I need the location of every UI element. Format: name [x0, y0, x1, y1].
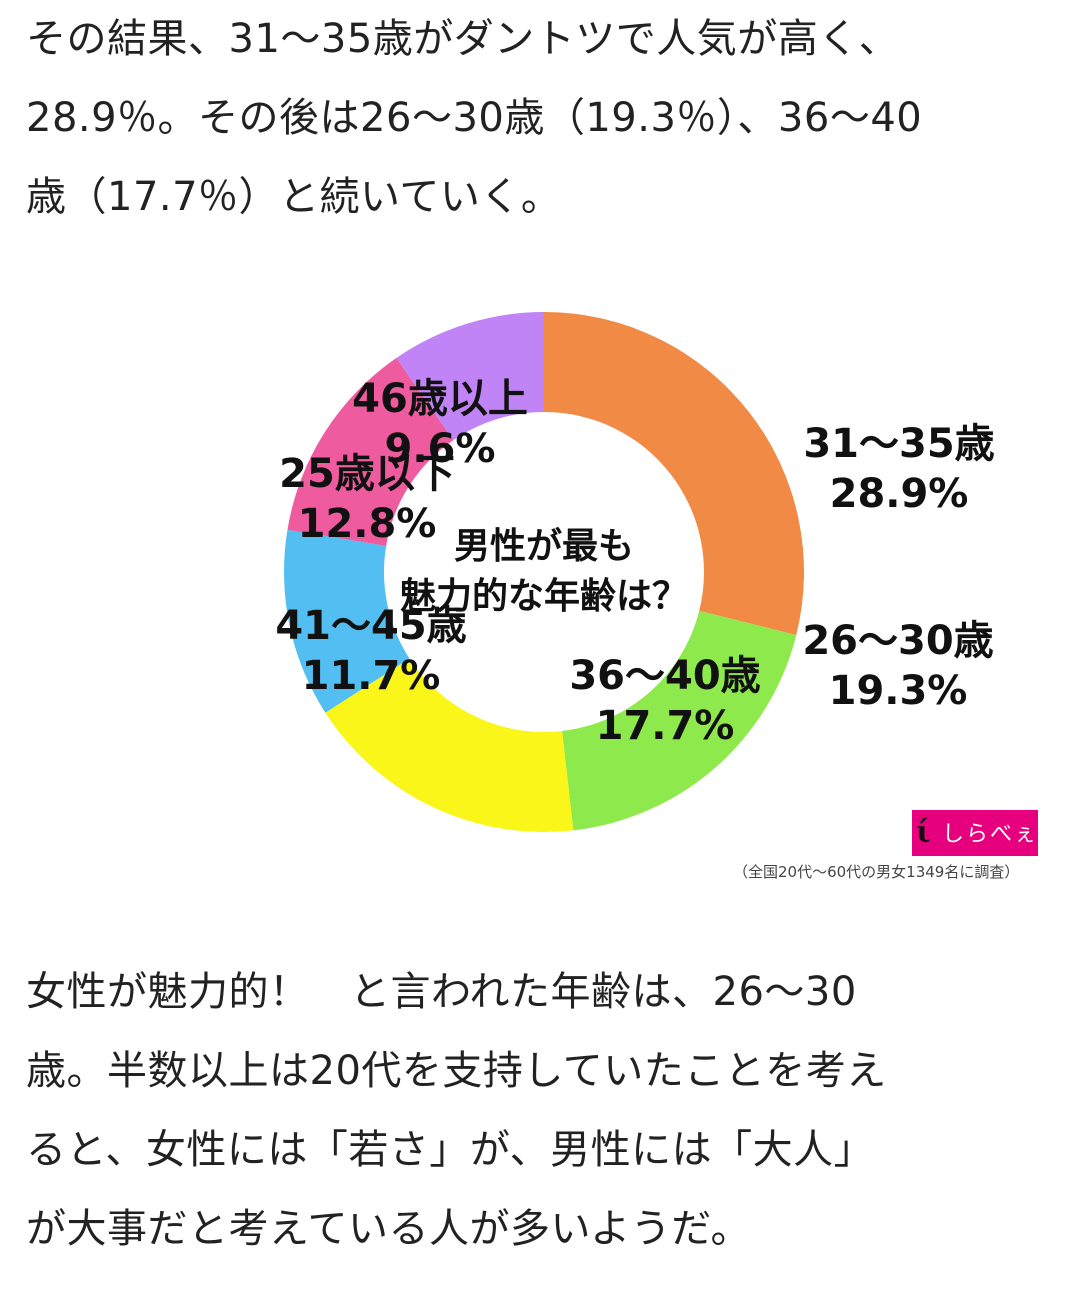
shirabee-logo: ί しらべぇ	[912, 810, 1038, 856]
donut-slice	[544, 312, 804, 636]
logo-mark-icon: ί	[916, 815, 931, 850]
intro-line: その結果、31〜35歳がダントツで人気が高く、	[26, 16, 900, 62]
slice-value-label: 11.7%	[302, 653, 441, 699]
slice-category-label: 31〜35歳	[803, 421, 994, 467]
donut-slice	[325, 658, 574, 832]
slice-category-label: 25歳以下	[279, 451, 455, 497]
intro-paragraph: その結果、31〜35歳がダントツで人気が高く、 28.9％。その後は26〜30歳…	[26, 0, 1056, 237]
slice-value-label: 28.9%	[830, 471, 969, 517]
chart-figure: 31〜35歳 28.9% 26〜30歳 19.3% 36〜40歳 17.7% 41〜45歳 1…	[150, 290, 1050, 890]
slice-value-label: 9.6%	[385, 426, 496, 472]
donut-slice	[284, 529, 410, 713]
donut-slice	[396, 312, 544, 441]
slice-category-label: 41〜45歳	[275, 603, 466, 649]
chart-title-line: 男性が最も	[454, 526, 634, 567]
chart-title-line: 魅力的な年齢は？	[400, 576, 688, 617]
slice-value-label: 17.7%	[596, 703, 735, 749]
intro-line: 28.9％。その後は26〜30歳（19.3％）、36〜40	[26, 95, 923, 141]
source-note: （全国20代〜60代の男女1349名に調査）	[733, 863, 1020, 881]
slice-value-label: 19.3%	[829, 668, 968, 714]
donut-chart: 31〜35歳28.9%26〜30歳19.3%36〜40歳17.7%41〜45歳1…	[275, 312, 995, 832]
closing-paragraph: 女性が魅力的！ と言われた年齢は、26〜30 歳。半数以上は20代を支持していた…	[26, 953, 1056, 1269]
slice-category-label: 46歳以上	[352, 376, 528, 422]
slice-category-label: 36〜40歳	[569, 653, 760, 699]
closing-line: ると、女性には「若さ」が、男性には「大人」	[26, 1127, 875, 1173]
closing-line: 女性が魅力的！ と言われた年齢は、26〜30	[26, 969, 857, 1015]
logo-text: しらべぇ	[942, 822, 1039, 847]
slice-category-label: 26〜30歳	[802, 618, 993, 664]
closing-line: が大事だと考えている人が多いようだ。	[26, 1206, 751, 1252]
donut-slice	[562, 610, 797, 831]
slice-value-label: 12.8%	[298, 501, 437, 547]
closing-line: 歳。半数以上は20代を支持していたことを考え	[26, 1048, 887, 1094]
intro-line: 歳（17.7％）と続いていく。	[26, 174, 562, 220]
donut-slice	[287, 357, 454, 546]
